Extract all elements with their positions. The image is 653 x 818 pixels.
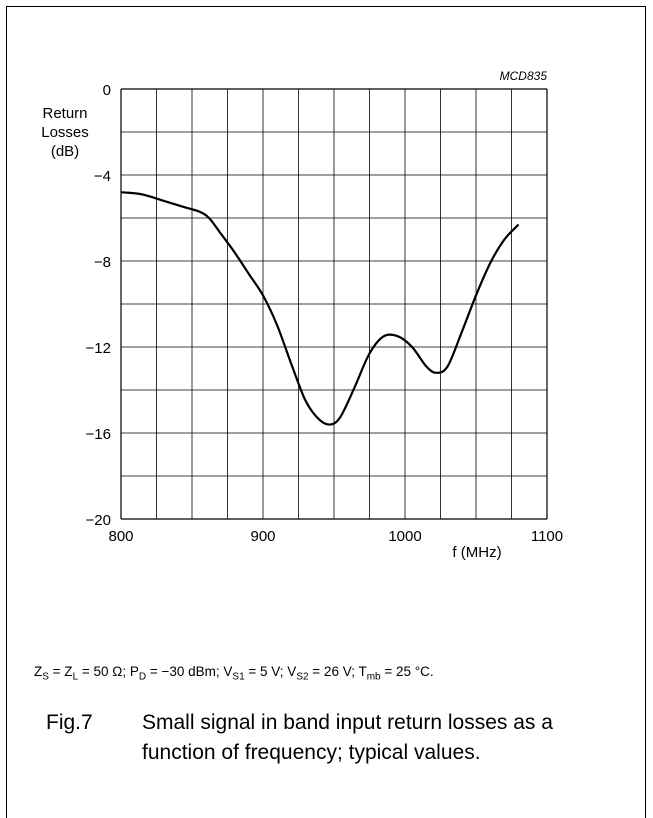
figure-number: Fig.7 xyxy=(46,711,93,734)
test-conditions: ZS = ZL = 50 Ω; PD = −30 dBm; VS1 = 5 V;… xyxy=(34,664,434,683)
chart-series xyxy=(120,191,520,426)
y-axis-label: Return xyxy=(42,105,87,122)
figure-code: MCD835 xyxy=(500,69,548,83)
x-axis-label: f (MHz) xyxy=(452,544,501,561)
figure-frame xyxy=(6,6,646,818)
x-tick-label: 1000 xyxy=(388,528,421,545)
y-tick-label: −8 xyxy=(94,254,111,271)
y-axis-label: (dB) xyxy=(51,143,79,160)
y-tick-label: −20 xyxy=(86,512,111,529)
return-loss-curve xyxy=(120,191,520,426)
figure-caption-text: Small signal in band input return losses… xyxy=(142,711,553,764)
x-tick-label: 800 xyxy=(108,528,133,545)
chart-axis-labels: Return Losses (dB) f (MHz) MCD835 xyxy=(41,69,547,561)
y-tick-label: −4 xyxy=(94,168,111,185)
x-tick-label: 900 xyxy=(250,528,275,545)
chart-grid xyxy=(120,88,548,520)
y-tick-label: 0 xyxy=(103,82,111,99)
y-axis-label: Losses xyxy=(41,124,89,141)
figure-caption: Fig.7 Small signal in band input return … xyxy=(46,708,553,764)
y-tick-label: −12 xyxy=(86,340,111,357)
x-tick-label: 1100 xyxy=(531,528,563,545)
y-tick-label: −16 xyxy=(86,426,111,443)
